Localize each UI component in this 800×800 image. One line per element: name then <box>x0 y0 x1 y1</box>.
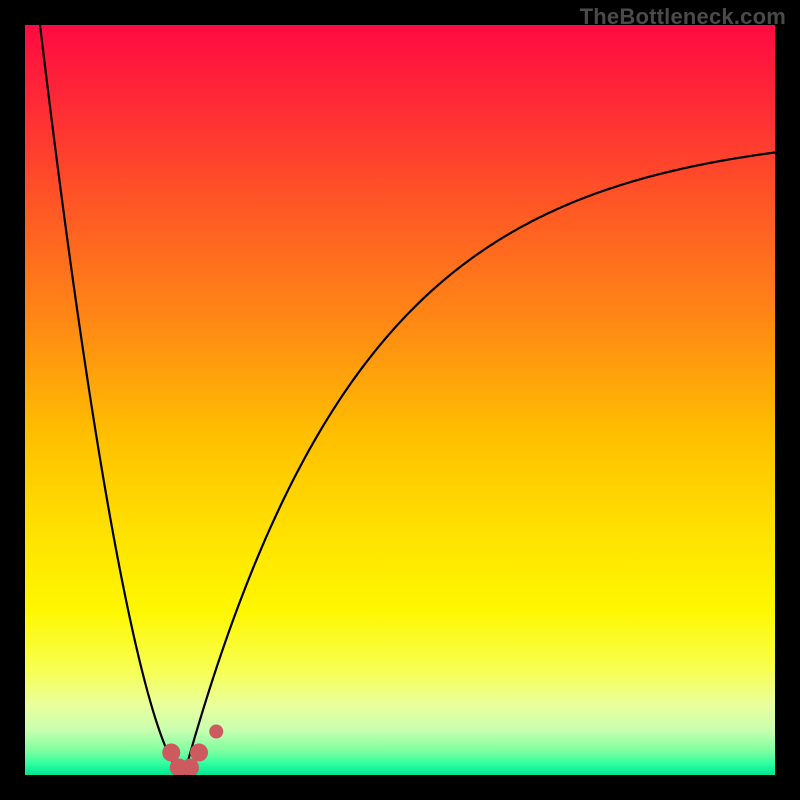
plot-area <box>25 25 775 775</box>
curve-marker <box>209 725 223 739</box>
chart-background <box>25 25 775 775</box>
curve-marker <box>190 744 208 762</box>
canvas-root: TheBottleneck.com <box>0 0 800 800</box>
chart-svg <box>25 25 775 775</box>
